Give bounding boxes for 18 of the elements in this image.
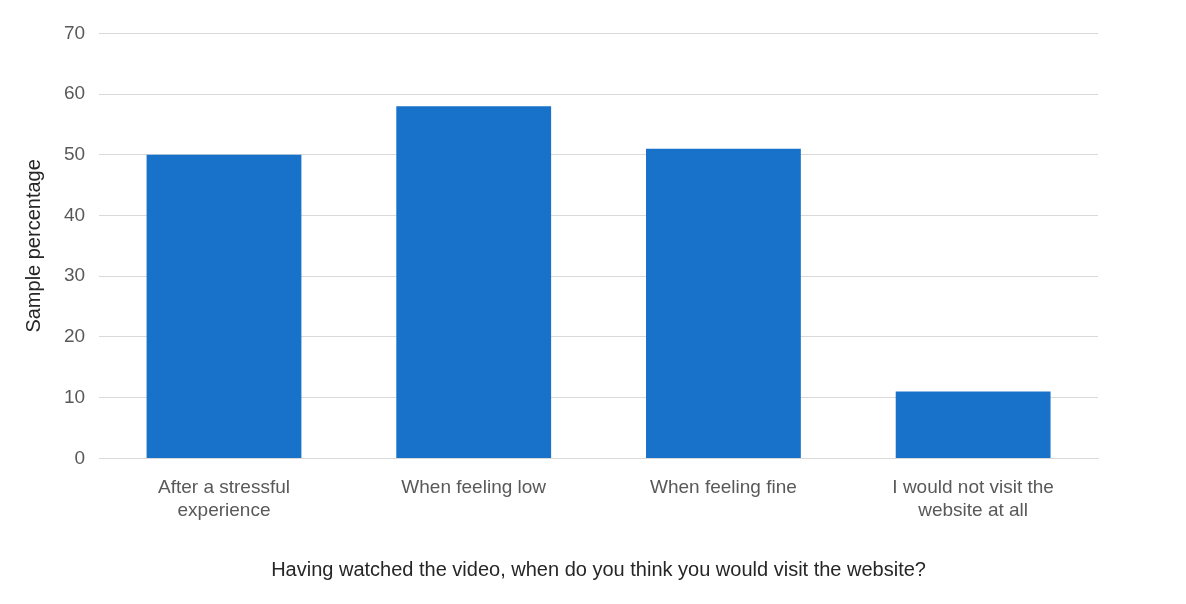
y-tick-label: 50 bbox=[63, 143, 86, 165]
y-tick-label: 40 bbox=[63, 203, 86, 225]
bar bbox=[396, 106, 552, 458]
y-tick-label: 60 bbox=[63, 82, 86, 104]
y-tick-label: 0 bbox=[74, 446, 86, 468]
x-tick-label: I would not visit the website at all bbox=[892, 476, 1054, 520]
y-tick-label: 30 bbox=[63, 264, 86, 286]
y-tick-label: 20 bbox=[63, 325, 86, 347]
x-axis-title: Having watched the video, when do you think you would visit the website? bbox=[271, 557, 926, 580]
x-tick-label: After a stressful experience bbox=[157, 476, 290, 520]
y-tick-label: 10 bbox=[63, 385, 86, 407]
bar bbox=[646, 148, 801, 458]
y-tick-label: 70 bbox=[63, 21, 86, 43]
bar bbox=[146, 154, 302, 458]
x-tick-label: When feeling fine bbox=[650, 476, 797, 498]
y-axis-title: Sample percentage bbox=[21, 159, 44, 333]
bar bbox=[895, 391, 1051, 458]
x-tick-label: When feeling low bbox=[401, 476, 547, 498]
